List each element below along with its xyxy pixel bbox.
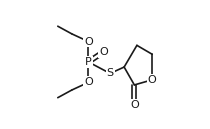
Text: S: S <box>106 68 114 78</box>
Text: O: O <box>84 37 93 47</box>
Text: P: P <box>85 57 92 67</box>
Text: O: O <box>84 77 93 87</box>
Text: O: O <box>99 47 108 57</box>
Text: O: O <box>130 100 139 110</box>
Text: O: O <box>148 75 157 85</box>
